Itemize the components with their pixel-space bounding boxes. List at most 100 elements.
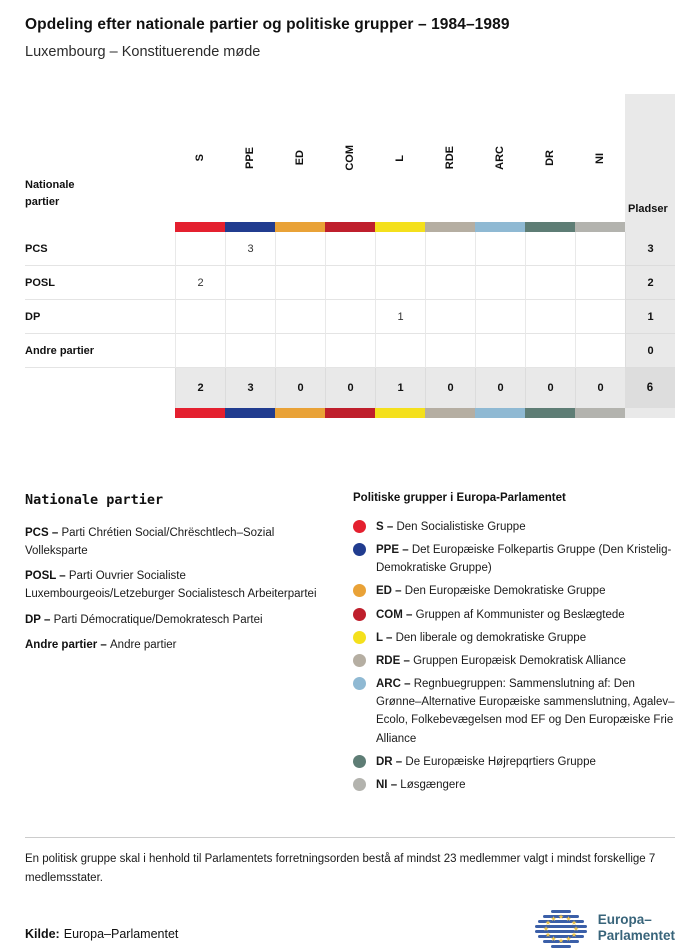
column-header-label: RDE: [444, 146, 456, 170]
legend-item-text-wrap: DR – De Europæiske Højrepqrtiers Gruppe: [376, 753, 596, 771]
seat-cell-S: [175, 334, 225, 368]
national-parties-heading: Nationale partier: [25, 492, 164, 508]
page-title: Opdeling efter nationale partier og poli…: [25, 16, 510, 33]
group-color-dot: [353, 754, 366, 768]
row-label: PCS: [25, 232, 175, 266]
national-parties-legend: Nationale partier PCS – Parti Chrétien S…: [25, 492, 327, 799]
column-header-label: DR: [544, 150, 556, 166]
group-color-bar-NI: [575, 222, 625, 232]
page-subtitle: Luxembourg – Konstituerende møde: [25, 44, 261, 60]
column-header-ARC: ARC: [475, 94, 525, 222]
group-color-bar-ED: [275, 222, 325, 232]
legend-item-text: Den liberale og demokratiske Gruppe: [395, 631, 587, 644]
seat-cell-ED: [275, 266, 325, 300]
column-header-label: ED: [294, 150, 306, 166]
column-header-label: PPE: [244, 146, 256, 169]
legend-item-abbr: ARC –: [376, 678, 414, 691]
source-text: Europa–Parlamentet: [63, 926, 179, 941]
seat-cell-PPE: 3: [225, 232, 275, 266]
row-label: DP: [25, 300, 175, 334]
total-seats-cell: 6: [625, 368, 675, 408]
legend-item-text: Andre partier: [110, 638, 177, 651]
seat-cell-ED: [275, 232, 325, 266]
seat-cell-NI: [575, 334, 625, 368]
svg-text:★: ★: [550, 915, 556, 923]
ep-logo-line2: Parlamentet: [597, 928, 675, 944]
seats-cell: 0: [625, 334, 675, 368]
legend-item-text: Parti Démocratique/Demokratesch Partei: [53, 613, 263, 626]
legend-item-text: Gruppen af Kommunister og Beslægtede: [415, 608, 625, 621]
bottom-bar-spacer: [25, 408, 175, 418]
total-cell-COM: 0: [325, 368, 375, 408]
source-line: Kilde: Europa–Parlamentet: [25, 927, 178, 941]
ep-logo: ★ ★ ★ ★ ★ ★ ★ ★ ★ ★ ★ ★ Europa– Parlamen…: [532, 908, 675, 949]
column-header-NI: NI: [575, 94, 625, 222]
seat-cell-DR: [525, 300, 575, 334]
seat-cell-RDE: [425, 334, 475, 368]
political-groups-legend: Politiske grupper i Europa-Parlamentet S…: [353, 492, 675, 799]
legend-item-text: Regnbuegruppen: Sammenslutning af: Den G…: [376, 678, 675, 745]
legend-item-abbr: S –: [376, 521, 397, 533]
legend-item: Andre partier – Andre partier: [25, 636, 327, 654]
legend-item: S – Den Socialistiske Gruppe: [353, 518, 675, 536]
seat-cell-NI: [575, 266, 625, 300]
ep-logo-mark: ★ ★ ★ ★ ★ ★ ★ ★ ★ ★ ★ ★: [534, 909, 587, 948]
group-color-bar-S: [175, 222, 225, 232]
political-groups-items: S – Den Socialistiske Gruppe PPE – Det Eu…: [353, 518, 675, 794]
svg-text:★: ★: [573, 925, 579, 933]
legend-item-text-wrap: PPE – Det Europæiske Folkepartis Gruppe …: [376, 541, 675, 577]
seat-cell-ARC: [475, 334, 525, 368]
row-label: POSL: [25, 266, 175, 300]
group-color-dot: [353, 543, 366, 557]
column-header-L: L: [375, 94, 425, 222]
total-cell-NI: 0: [575, 368, 625, 408]
legend-item: DR – De Europæiske Højrepqrtiers Gruppe: [353, 753, 675, 771]
legend-item-abbr: PCS –: [25, 527, 62, 539]
group-color-bar-bottom-S: [175, 408, 225, 418]
seat-cell-RDE: [425, 266, 475, 300]
svg-text:★: ★: [550, 935, 556, 943]
seats-cell: 2: [625, 266, 675, 300]
legend-item-text: Gruppen Europæisk Demokratisk Alliance: [413, 654, 626, 667]
group-color-bar-bottom-ARC: [475, 408, 525, 418]
seat-cell-ARC: [475, 232, 525, 266]
seat-cell-S: [175, 300, 225, 334]
group-color-bar-bottom-RDE: [425, 408, 475, 418]
legend-item: COM – Gruppen af Kommunister og Beslægte…: [353, 606, 675, 624]
seats-cell: 1: [625, 300, 675, 334]
svg-text:★: ★: [545, 931, 551, 939]
total-cell-L: 1: [375, 368, 425, 408]
legend-item-abbr: PPE –: [376, 544, 412, 557]
legend-item-abbr: DR –: [376, 755, 406, 768]
column-header-label: ARC: [494, 146, 506, 170]
svg-text:★: ★: [558, 913, 564, 921]
legend-item: RDE – Gruppen Europæisk Demokratisk Alli…: [353, 652, 675, 670]
ep-logo-text: Europa– Parlamentet: [598, 912, 675, 946]
group-color-bar-DR: [525, 222, 575, 232]
legend-item-text: Det Europæiske Folkepartis Gruppe (Den K…: [376, 544, 672, 575]
seats-cell: 3: [625, 232, 675, 266]
seat-cell-DR: [525, 334, 575, 368]
seat-cell-L: 1: [375, 300, 425, 334]
legend-item: DP – Parti Démocratique/Demokratesch Par…: [25, 611, 327, 629]
results-table: Nationale partier S PPE ED COM L RDE ARC DR NI Pla…: [25, 94, 675, 418]
legend-item: NI – Løsgængere: [353, 776, 675, 794]
column-header-RDE: RDE: [425, 94, 475, 222]
seat-cell-S: [175, 232, 225, 266]
legend-item: PCS – Parti Chrétien Social/Chrëschtlech…: [25, 524, 327, 560]
column-header-label: L: [394, 154, 406, 162]
group-color-bar-RDE: [425, 222, 475, 232]
group-color-bar-bottom-COM: [325, 408, 375, 418]
legend-item: L – Den liberale og demokratiske Gruppe: [353, 629, 675, 647]
legend-item-text: Løsgængere: [400, 778, 466, 791]
group-color-bar-bottom-L: [375, 408, 425, 418]
seats-column-header: Pladser: [625, 94, 675, 222]
seat-cell-NI: [575, 300, 625, 334]
seat-cell-S: 2: [175, 266, 225, 300]
legend-item-text-wrap: COM – Gruppen af Kommunister og Beslægte…: [376, 606, 625, 624]
svg-text:★: ★: [545, 919, 551, 927]
seat-cell-COM: [325, 300, 375, 334]
group-color-bar-L: [375, 222, 425, 232]
seat-cell-L: [375, 232, 425, 266]
